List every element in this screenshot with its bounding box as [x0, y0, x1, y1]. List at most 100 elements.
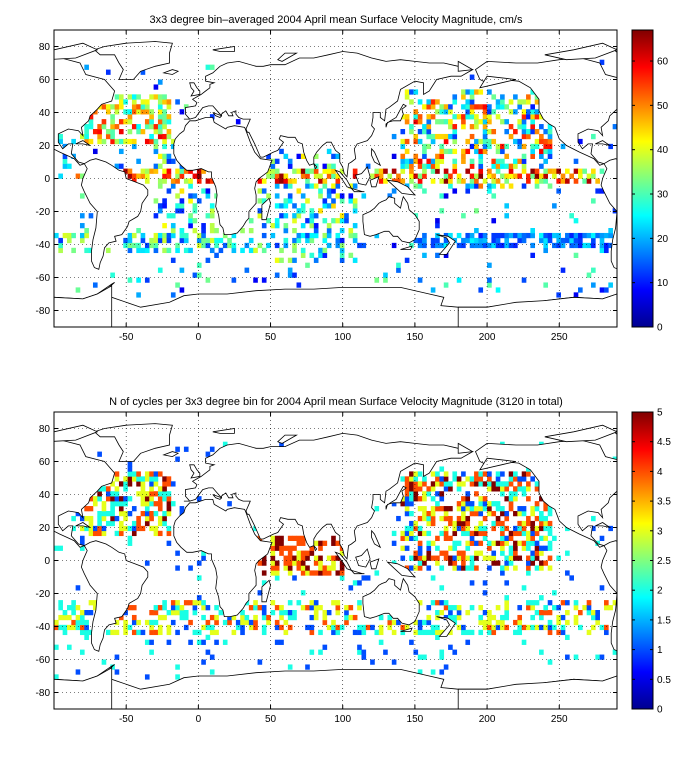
bin-cell	[469, 481, 475, 487]
bin-cell	[175, 629, 180, 636]
bin-cell	[474, 228, 479, 234]
bin-cell	[530, 600, 536, 606]
bin-cell	[140, 247, 146, 254]
bin-cell	[274, 173, 280, 179]
bin-cell	[526, 133, 531, 140]
bin-cell	[118, 99, 124, 105]
bin-cell	[469, 173, 475, 179]
bin-cell	[448, 605, 453, 611]
bin-cell	[331, 173, 336, 179]
y-tick-label: -60	[36, 655, 51, 666]
bin-cell	[374, 232, 380, 239]
bin-cell	[504, 535, 510, 541]
bin-cell	[248, 228, 254, 234]
bin-cell	[430, 163, 436, 169]
bin-cell	[175, 193, 180, 199]
bin-cell	[309, 168, 315, 174]
bin-cell	[487, 610, 492, 616]
bin-cell	[443, 178, 449, 184]
bin-cell	[162, 178, 167, 184]
colorbar-tick-label: 0	[657, 705, 663, 716]
bin-cell	[465, 99, 471, 105]
bin-cell	[131, 506, 137, 512]
bin-cell	[469, 565, 475, 571]
bin-cell	[270, 158, 276, 164]
bin-cell	[175, 247, 180, 254]
bin-cell	[469, 74, 475, 80]
bin-cell	[183, 168, 189, 174]
bin-cell	[136, 520, 141, 527]
bin-cell	[309, 252, 315, 258]
bin-cell	[586, 232, 592, 239]
bin-cell	[556, 237, 561, 244]
bin-cell	[201, 188, 206, 194]
bin-cell	[443, 282, 449, 288]
bin-cell	[75, 614, 81, 621]
bin-cell	[157, 267, 163, 273]
bin-cell	[417, 237, 423, 244]
bin-cell	[578, 237, 583, 244]
bin-cell	[326, 232, 332, 239]
bin-cell	[244, 614, 250, 621]
bin-cell	[71, 138, 76, 145]
bin-cell	[478, 619, 484, 626]
bin-cell	[344, 610, 349, 616]
bin-cell	[279, 441, 284, 447]
bin-cell	[465, 89, 471, 95]
bin-cell	[261, 629, 267, 636]
colorbar-tick-label: 60	[657, 57, 669, 68]
bin-cell	[296, 540, 302, 546]
bin-cell	[513, 550, 518, 556]
bin-cell	[448, 232, 453, 239]
bin-cell	[192, 193, 198, 199]
bin-cell	[287, 550, 293, 556]
bin-cell	[456, 501, 462, 507]
bin-cell	[287, 178, 293, 184]
bin-cell	[417, 560, 423, 566]
bin-cell	[500, 535, 505, 541]
bin-cell	[127, 114, 133, 120]
bin-cell	[157, 79, 163, 85]
bin-cell	[547, 153, 553, 159]
coastline-outline	[93, 41, 173, 80]
coastline-outline	[350, 569, 365, 575]
bin-cell	[292, 545, 297, 551]
bin-cell	[162, 109, 167, 115]
bin-cell	[131, 525, 137, 532]
bin-cell	[387, 173, 393, 179]
bin-cell	[175, 600, 180, 606]
bin-cell	[517, 124, 523, 130]
bin-cell	[435, 634, 440, 640]
bin-cell	[400, 629, 406, 636]
bin-cell	[144, 496, 150, 502]
bin-cell	[534, 138, 540, 145]
bin-cell	[313, 614, 319, 621]
bin-cell	[374, 629, 380, 636]
bin-cell	[88, 610, 94, 616]
bin-cell	[257, 605, 263, 611]
bin-cell	[92, 496, 98, 502]
bin-cell	[443, 119, 449, 125]
bin-cell	[547, 565, 553, 571]
bin-cell	[547, 619, 553, 626]
bin-cell	[396, 173, 401, 179]
bin-cell	[144, 520, 150, 527]
bin-cell	[352, 208, 358, 214]
bin-cell	[591, 515, 596, 522]
x-tick-label: 0	[196, 332, 202, 343]
bin-cell	[439, 649, 445, 655]
bin-cell	[443, 242, 449, 249]
bin-cell	[374, 168, 380, 174]
colorbar-tick-label: 3	[657, 526, 663, 537]
bin-cell	[300, 252, 306, 258]
bin-cell	[114, 124, 120, 130]
bin-cell	[326, 188, 332, 194]
bin-cell	[110, 104, 115, 110]
bin-cell	[513, 476, 518, 482]
bin-cell	[244, 267, 250, 273]
bin-cell	[218, 247, 224, 254]
bin-cell	[131, 614, 137, 621]
bin-cell	[391, 619, 397, 626]
bin-cell	[391, 629, 397, 636]
